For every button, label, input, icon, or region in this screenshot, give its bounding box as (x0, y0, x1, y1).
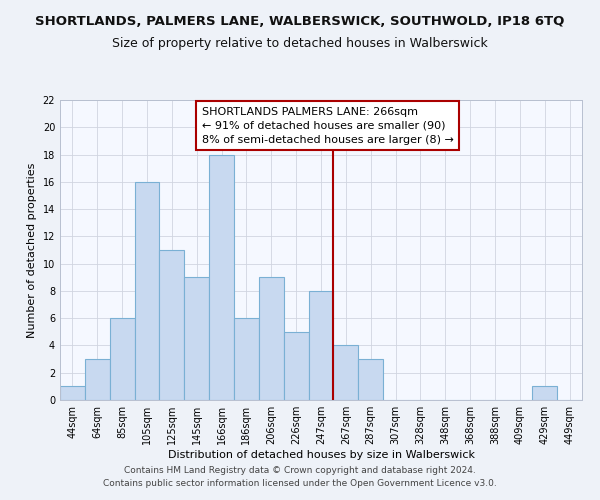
Bar (60, 386, 85, 400)
Bar (259, 278, 284, 400)
Text: Contains HM Land Registry data © Crown copyright and database right 2024.
Contai: Contains HM Land Registry data © Crown c… (103, 466, 497, 487)
Bar (184, 278, 209, 400)
Bar (308, 291, 334, 400)
Bar (110, 318, 134, 400)
Text: Size of property relative to detached houses in Walberswick: Size of property relative to detached ho… (112, 38, 488, 51)
Bar (209, 154, 234, 400)
X-axis label: Distribution of detached houses by size in Walberswick: Distribution of detached houses by size … (167, 450, 475, 460)
Text: SHORTLANDS, PALMERS LANE, WALBERSWICK, SOUTHWOLD, IP18 6TQ: SHORTLANDS, PALMERS LANE, WALBERSWICK, S… (35, 15, 565, 28)
Bar (85, 359, 110, 400)
Bar (358, 359, 383, 400)
Bar (532, 386, 557, 400)
Bar (134, 182, 160, 400)
Bar (334, 346, 358, 400)
Bar (284, 332, 308, 400)
Text: SHORTLANDS PALMERS LANE: 266sqm
← 91% of detached houses are smaller (90)
8% of : SHORTLANDS PALMERS LANE: 266sqm ← 91% of… (202, 107, 454, 145)
Bar (234, 318, 259, 400)
Y-axis label: Number of detached properties: Number of detached properties (27, 162, 37, 338)
Bar (160, 250, 184, 400)
